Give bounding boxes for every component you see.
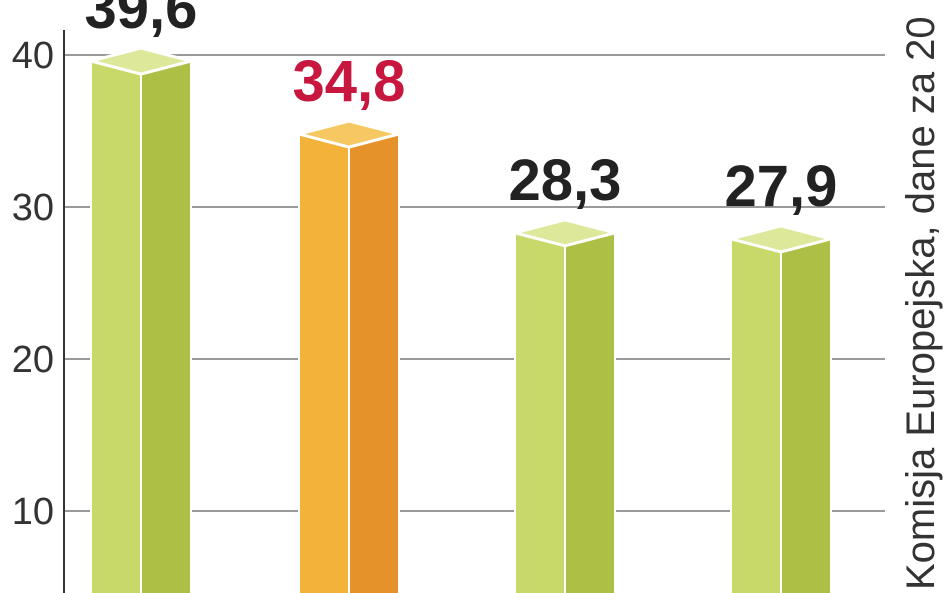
bar bbox=[293, 119, 405, 593]
value-labels: 39,6 34,8 28,3 27,9 bbox=[85, 0, 838, 219]
source-annotation: Komisja Europejska, dane za 20 bbox=[899, 16, 943, 590]
bar-side-face bbox=[780, 237, 832, 593]
bar-front-face bbox=[514, 231, 566, 593]
bar bbox=[509, 218, 621, 593]
bar-front-face bbox=[90, 59, 142, 593]
y-tick-label: 40 bbox=[12, 35, 54, 77]
bar bbox=[725, 224, 837, 593]
bar-top-face bbox=[293, 119, 405, 149]
y-tick-label: 30 bbox=[12, 187, 54, 229]
bar-side-face bbox=[564, 231, 616, 593]
bar-side-face bbox=[140, 59, 192, 593]
y-tick-label: 10 bbox=[12, 491, 54, 533]
bar-top-face bbox=[725, 224, 837, 254]
bar-front-face bbox=[298, 132, 350, 593]
bar-value-label: 34,8 bbox=[293, 49, 406, 114]
bar-value-label: 28,3 bbox=[509, 148, 622, 213]
bar bbox=[85, 46, 197, 593]
bars bbox=[85, 46, 837, 593]
bar-top-face bbox=[85, 46, 197, 76]
bar-side-face bbox=[348, 132, 400, 593]
bar-top-face bbox=[509, 218, 621, 248]
bar-value-label: 39,6 bbox=[85, 0, 198, 41]
y-axis-ticks: 10 20 30 40 bbox=[12, 35, 54, 533]
bar-front-face bbox=[730, 237, 782, 593]
y-tick-label: 20 bbox=[12, 339, 54, 381]
bar-value-label: 27,9 bbox=[725, 154, 838, 219]
